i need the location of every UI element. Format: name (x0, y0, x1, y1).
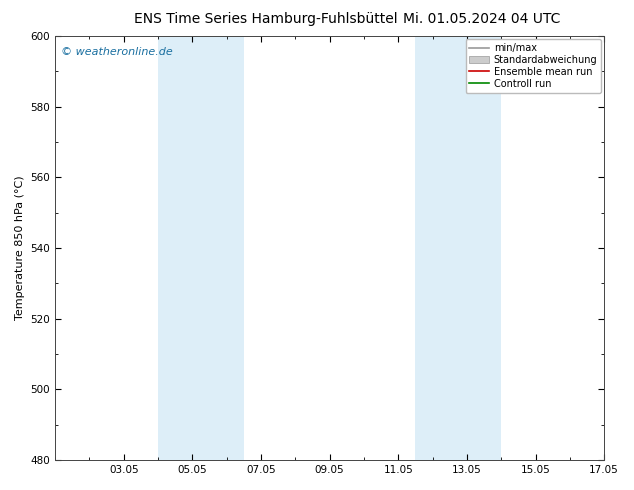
Bar (415, 36, 501, 460)
Legend: min/max, Standardabweichung, Ensemble mean run, Controll run: min/max, Standardabweichung, Ensemble me… (465, 39, 601, 93)
Bar (158, 36, 244, 460)
Y-axis label: Temperature 850 hPa (°C): Temperature 850 hPa (°C) (15, 176, 25, 320)
Text: Mi. 01.05.2024 04 UTC: Mi. 01.05.2024 04 UTC (403, 12, 560, 26)
Text: © weatheronline.de: © weatheronline.de (61, 47, 172, 57)
Text: ENS Time Series Hamburg-Fuhlsbüttel: ENS Time Series Hamburg-Fuhlsbüttel (134, 12, 398, 26)
